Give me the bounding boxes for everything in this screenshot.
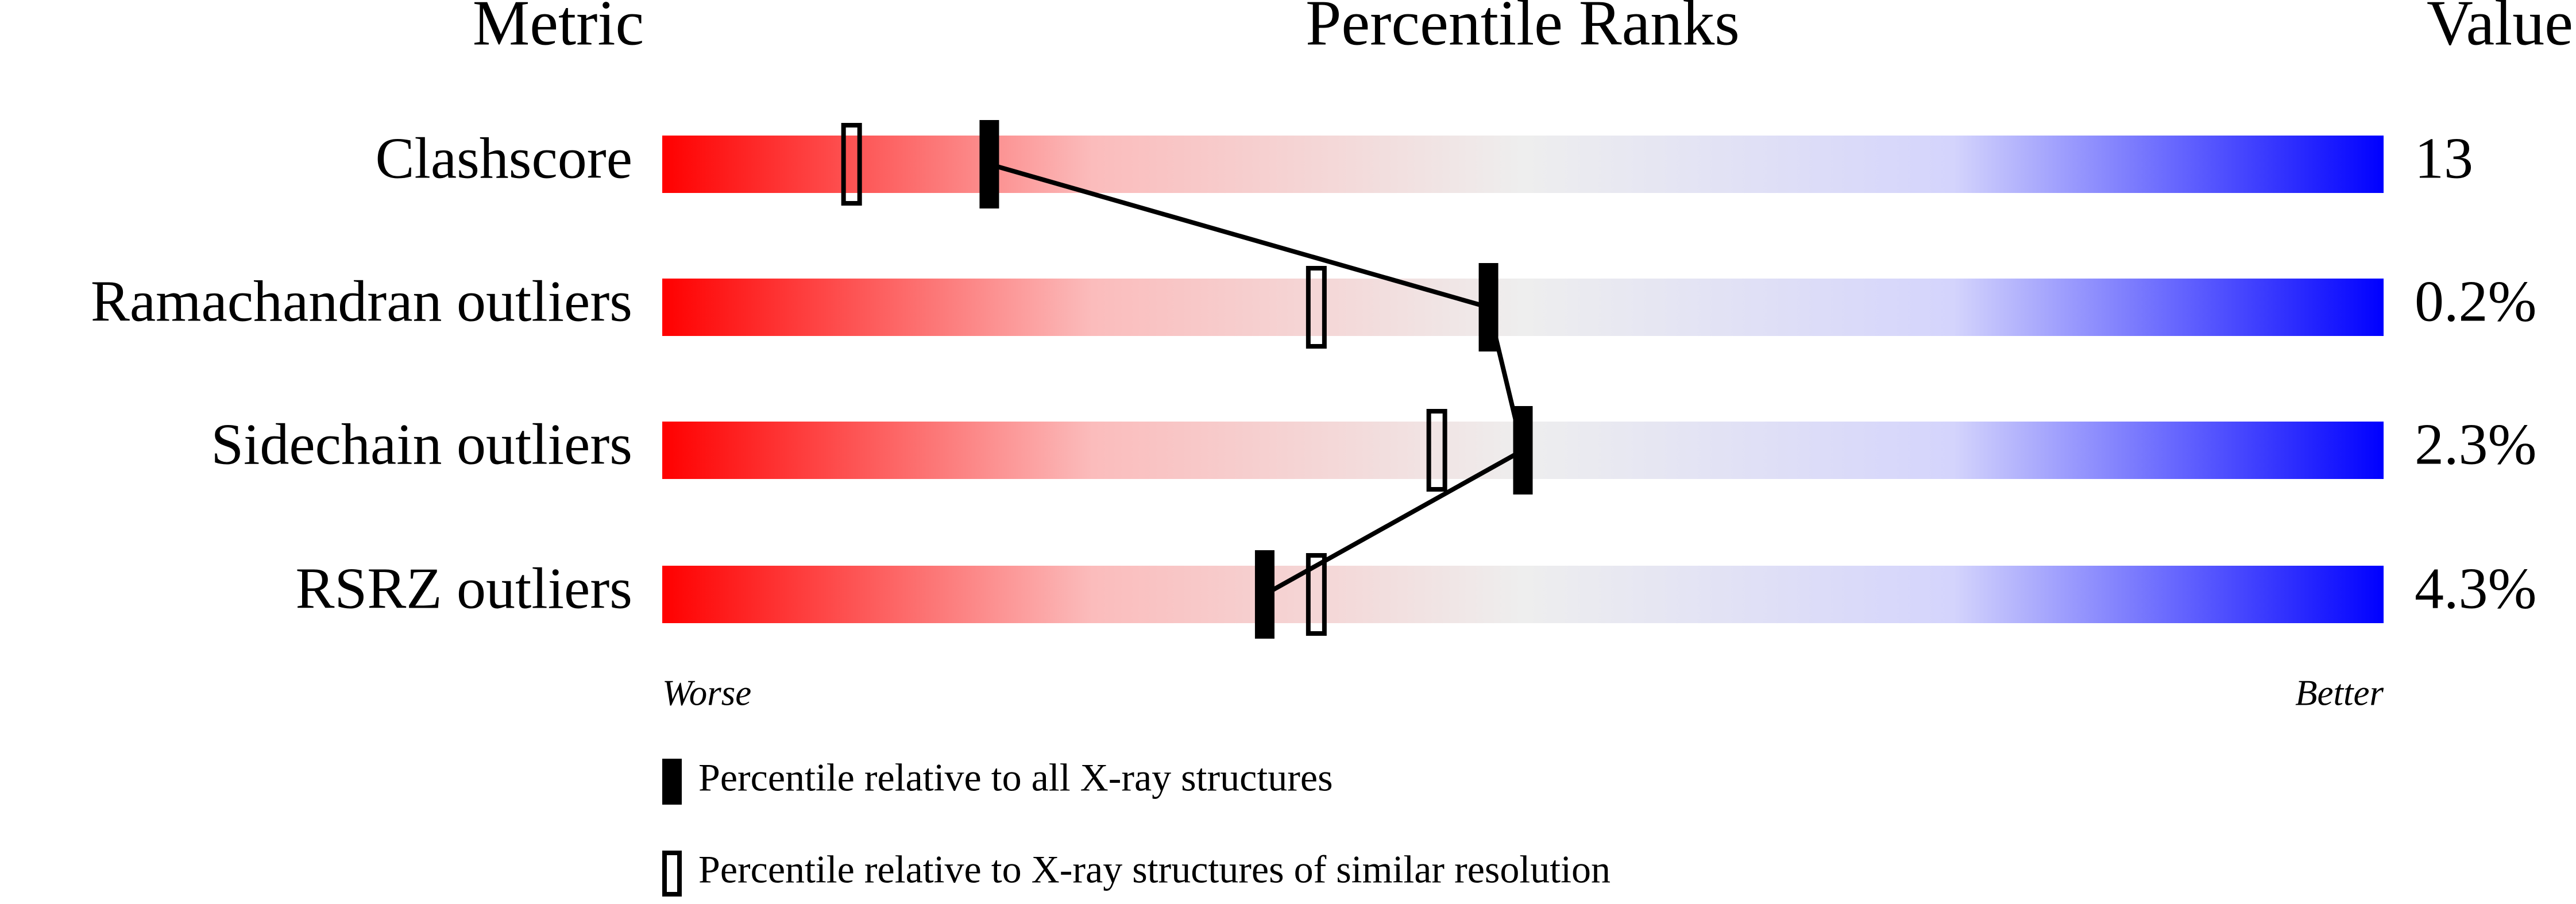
- rank-marker-similar: [1426, 409, 1447, 492]
- percentile-bar: [662, 566, 2384, 623]
- percentile-bar: [662, 136, 2384, 193]
- rank-marker-all: [1513, 406, 1533, 495]
- rank-marker-similar: [1306, 553, 1327, 636]
- metric-value: 0.2%: [2415, 269, 2536, 334]
- rank-marker-all: [1478, 263, 1499, 351]
- rank-marker-all: [979, 120, 999, 208]
- worse-label: Worse: [662, 673, 751, 713]
- rank-marker-all: [1254, 550, 1275, 639]
- better-label: Better: [2295, 673, 2384, 713]
- legend-swatch: [662, 759, 682, 805]
- ranks-header: Percentile Ranks: [1306, 0, 1740, 59]
- metric-header: Metric: [473, 0, 644, 59]
- metric-label: Clashscore: [375, 126, 632, 191]
- metric-label: Sidechain outliers: [211, 412, 632, 477]
- metric-value: 4.3%: [2415, 556, 2536, 621]
- metric-value: 2.3%: [2415, 412, 2536, 477]
- percentile-bar: [662, 279, 2384, 336]
- metric-label: Ramachandran outliers: [91, 269, 632, 334]
- rank-marker-similar: [1306, 266, 1327, 349]
- metric-label: RSRZ outliers: [295, 556, 632, 621]
- legend-label: Percentile relative to X-ray structures …: [698, 848, 1611, 891]
- legend-swatch: [662, 851, 682, 897]
- value-header: Value: [2427, 0, 2573, 59]
- rank-connector: [988, 162, 1526, 597]
- rank-marker-similar: [841, 123, 862, 206]
- legend-label: Percentile relative to all X-ray structu…: [698, 756, 1333, 799]
- metric-value: 13: [2415, 126, 2473, 191]
